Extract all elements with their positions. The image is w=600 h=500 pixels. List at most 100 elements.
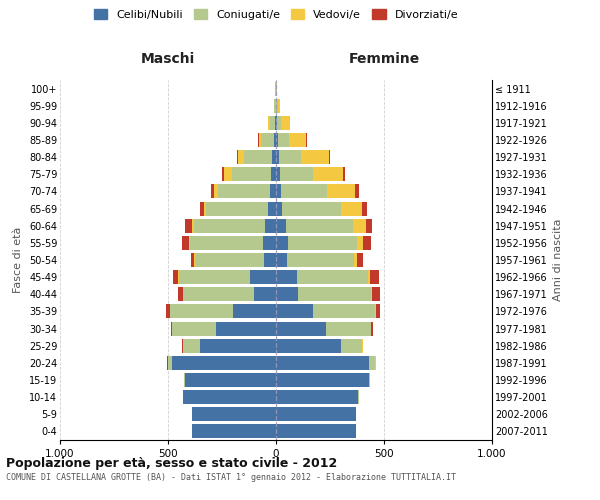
Bar [172,356,276,370]
Bar [200,338,276,352]
Bar [268,202,276,215]
Bar [206,202,268,215]
Bar [172,322,215,336]
Bar [326,322,371,336]
Bar [276,288,298,302]
Y-axis label: Fasce di età: Fasce di età [13,227,23,293]
Bar [276,236,288,250]
Bar [288,236,357,250]
Bar [237,150,238,164]
Bar [224,168,232,181]
Bar [276,202,283,215]
Bar [301,150,329,164]
Bar [281,184,327,198]
Bar [364,236,371,250]
Bar [276,150,279,164]
Bar [296,270,368,284]
Bar [203,202,206,215]
Bar [254,288,276,302]
Bar [173,270,178,284]
Bar [183,390,276,404]
Bar [190,236,263,250]
Bar [188,236,190,250]
Bar [281,116,290,130]
Bar [232,168,271,181]
Bar [182,236,188,250]
Bar [183,338,200,352]
Bar [268,116,269,130]
Bar [272,150,276,164]
Bar [278,133,289,147]
Bar [194,218,265,232]
Bar [184,373,185,387]
Bar [276,390,358,404]
Bar [276,356,369,370]
Bar [214,184,218,198]
Bar [276,270,296,284]
Bar [178,288,182,302]
Bar [289,133,306,147]
Bar [277,98,278,112]
Bar [265,218,276,232]
Bar [168,356,172,370]
Bar [276,218,286,232]
Bar [369,356,376,370]
Bar [166,304,170,318]
Y-axis label: Anni di nascita: Anni di nascita [553,219,563,301]
Text: COMUNE DI CASTELLANA GROTTE (BA) - Dati ISTAT 1° gennaio 2012 - Elaborazione TUT: COMUNE DI CASTELLANA GROTTE (BA) - Dati … [6,472,456,482]
Bar [195,253,264,267]
Text: Popolazione per età, sesso e stato civile - 2012: Popolazione per età, sesso e stato civil… [6,458,337,470]
Bar [261,133,274,147]
Bar [269,116,275,130]
Bar [287,253,354,267]
Bar [222,168,224,181]
Bar [370,270,379,284]
Bar [275,116,276,130]
Bar [357,236,364,250]
Bar [263,236,276,250]
Bar [271,168,276,181]
Bar [276,184,281,198]
Bar [171,322,172,336]
Bar [276,168,280,181]
Bar [183,288,254,302]
Bar [369,373,370,387]
Bar [329,150,330,164]
Bar [215,322,276,336]
Bar [327,184,355,198]
Bar [194,253,195,267]
Bar [218,184,269,198]
Bar [286,218,353,232]
Bar [192,218,194,232]
Bar [276,322,326,336]
Bar [276,253,287,267]
Bar [250,270,276,284]
Bar [276,304,313,318]
Bar [276,338,341,352]
Bar [200,202,203,215]
Bar [372,288,380,302]
Bar [233,304,276,318]
Bar [341,338,362,352]
Bar [313,168,343,181]
Bar [274,98,275,112]
Text: Maschi: Maschi [141,52,195,66]
Bar [192,408,276,422]
Bar [354,253,357,267]
Bar [244,150,272,164]
Text: Femmine: Femmine [349,52,419,66]
Bar [185,218,192,232]
Bar [276,116,277,130]
Bar [313,304,376,318]
Bar [276,408,356,422]
Bar [280,168,313,181]
Bar [341,202,362,215]
Bar [170,304,233,318]
Bar [365,218,372,232]
Bar [264,253,276,267]
Bar [269,184,276,198]
Bar [371,288,372,302]
Bar [276,133,278,147]
Bar [277,116,281,130]
Bar [353,218,365,232]
